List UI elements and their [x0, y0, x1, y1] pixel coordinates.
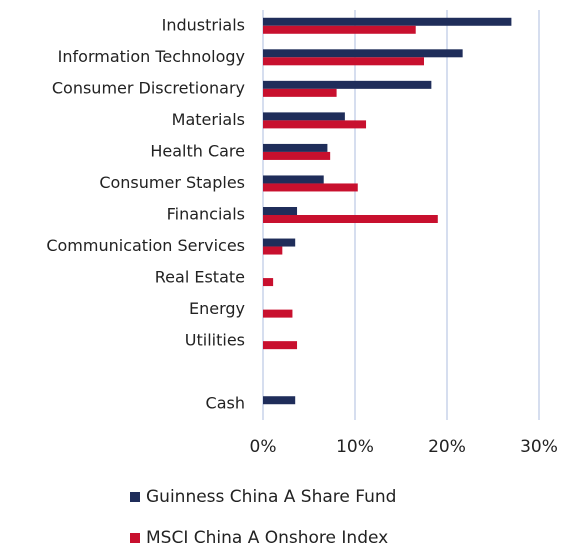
x-tick-label: 0%	[250, 437, 277, 457]
legend-label: Guinness China A Share Fund	[146, 487, 396, 507]
category-label: Consumer Staples	[99, 173, 245, 192]
bar	[263, 246, 283, 255]
category-label: Utilities	[185, 331, 245, 350]
bar	[263, 309, 293, 318]
x-tick-label: 20%	[428, 437, 466, 457]
bar	[263, 215, 438, 223]
bar	[263, 341, 298, 350]
bar	[263, 120, 367, 129]
bar	[263, 278, 274, 287]
bar	[263, 207, 298, 215]
category-label: Industrials	[162, 15, 245, 34]
x-tick-label: 10%	[336, 437, 374, 457]
legend-label: MSCI China A Onshore Index	[146, 528, 388, 548]
bar	[263, 88, 337, 97]
bar	[263, 17, 512, 26]
category-label: Consumer Discretionary	[52, 78, 245, 97]
legend-swatch	[130, 533, 140, 543]
bar	[263, 57, 424, 66]
category-label: Energy	[189, 299, 245, 318]
category-label: Cash	[206, 394, 245, 413]
bar	[263, 238, 296, 247]
category-label: Health Care	[150, 141, 245, 160]
bar	[263, 49, 463, 58]
x-tick-label: 30%	[520, 437, 558, 457]
category-label: Communication Services	[46, 236, 245, 255]
bar	[263, 112, 345, 121]
category-label: Real Estate	[155, 268, 245, 287]
bar	[263, 25, 416, 34]
category-label: Materials	[172, 110, 245, 129]
category-label: Information Technology	[58, 47, 245, 66]
category-label: Financials	[167, 205, 245, 224]
legend-swatch	[130, 492, 140, 502]
bar	[263, 151, 331, 160]
bar	[263, 143, 328, 152]
bar	[263, 396, 296, 405]
bar	[263, 175, 324, 184]
bar	[263, 80, 432, 89]
bar	[263, 183, 358, 192]
